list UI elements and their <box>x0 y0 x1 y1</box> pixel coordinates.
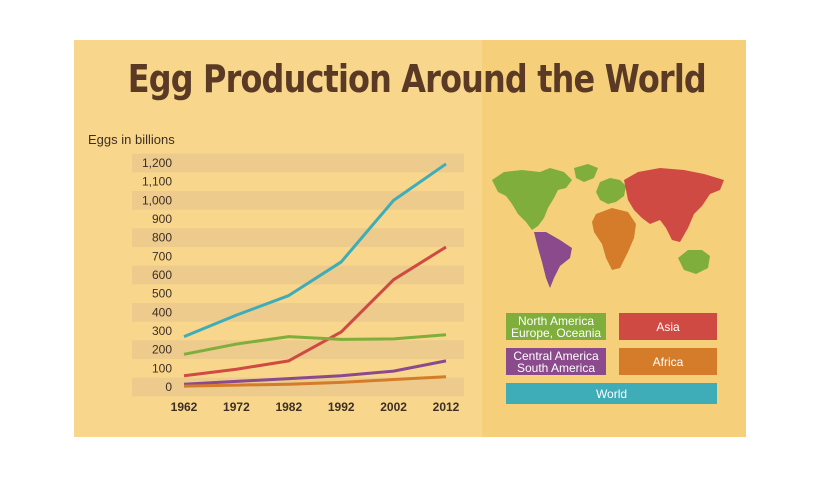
y-tick-label: 300 <box>152 324 172 338</box>
series-line-africa <box>183 375 447 388</box>
series-line-north-america-europe-oceania <box>183 333 447 356</box>
grid-band <box>132 303 464 322</box>
y-tick-label: 1,100 <box>142 175 172 189</box>
series-lines <box>183 162 447 388</box>
series-line-central-america-south-america <box>183 359 447 386</box>
y-tick-label: 400 <box>152 305 172 319</box>
legend-label: Asia <box>656 319 680 334</box>
x-tick-label: 2002 <box>380 400 407 414</box>
y-tick-label: 1,200 <box>142 156 172 170</box>
y-tick-label: 800 <box>152 231 172 245</box>
x-tick-label: 1972 <box>223 400 250 414</box>
north-america-shape <box>492 168 572 230</box>
grid-band <box>132 377 464 397</box>
legend-item: Africa <box>619 348 717 375</box>
grid-band <box>132 191 464 210</box>
series-line-world <box>183 162 447 338</box>
y-tick-label: 1,000 <box>142 193 172 207</box>
x-tick-labels: 1962 1972 1982 1992 2002 2012 <box>171 400 460 414</box>
africa-shape <box>592 208 636 270</box>
y-tick-label: 200 <box>152 343 172 357</box>
y-tick-label: 900 <box>152 212 172 226</box>
legend-label: World <box>595 386 628 401</box>
x-tick-label: 1962 <box>171 400 198 414</box>
legend-label: Central America South America <box>513 348 599 375</box>
series-line-asia <box>183 245 447 378</box>
line-chart: 0 100 200 300 400 500 600 700 800 900 1,000 1,100 1,… <box>132 153 464 414</box>
x-tick-label: 1982 <box>275 400 302 414</box>
y-tick-label: 600 <box>152 268 172 282</box>
legend-item: North America Europe, Oceania <box>506 313 606 340</box>
legend-item: Asia <box>619 313 717 340</box>
grid-band <box>132 340 464 359</box>
legend-item: World <box>506 383 717 404</box>
y-tick-labels: 0 100 200 300 400 500 600 700 800 900 1,000 1,100 1,… <box>142 156 172 394</box>
europe-shape <box>596 178 626 204</box>
y-tick-label: 700 <box>152 249 172 263</box>
grid-band <box>132 265 464 285</box>
grid-bands <box>132 153 464 397</box>
chart-title: Egg Production Around the World <box>127 57 707 101</box>
asia-shape <box>624 168 724 242</box>
legend-item: Central America South America <box>506 348 606 375</box>
grid-band <box>132 153 464 173</box>
y-tick-label: 0 <box>165 380 172 394</box>
south-america-shape <box>534 232 572 288</box>
x-tick-label: 1992 <box>328 400 355 414</box>
legend-label: North America Europe, Oceania <box>510 313 602 340</box>
y-tick-label: 100 <box>152 361 172 375</box>
greenland-shape <box>574 164 598 182</box>
x-tick-label: 2012 <box>433 400 460 414</box>
grid-band <box>132 228 464 247</box>
world-map-icon <box>492 164 724 288</box>
y-tick-label: 500 <box>152 287 172 301</box>
australia-shape <box>678 250 710 274</box>
legend-label: Africa <box>652 354 684 369</box>
y-axis-label: Eggs in billions <box>88 132 175 147</box>
